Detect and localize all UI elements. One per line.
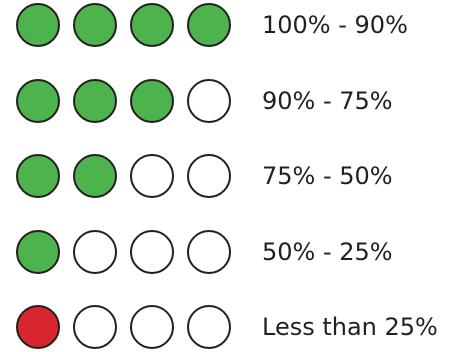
dot-rating: [16, 152, 238, 200]
empty-circle-icon: [187, 305, 231, 349]
empty-circle-icon: [187, 230, 231, 274]
legend-row: 100% - 90%: [0, 1, 468, 49]
legend-label: 90% - 75%: [262, 87, 393, 115]
filled-circle-icon: [130, 79, 174, 123]
legend-row: 90% - 75%: [0, 77, 468, 125]
filled-circle-icon: [187, 3, 231, 47]
empty-circle-icon: [130, 305, 174, 349]
dot-rating: [16, 1, 238, 49]
legend-label: 100% - 90%: [262, 11, 408, 39]
legend-label: Less than 25%: [262, 313, 438, 341]
filled-circle-icon: [16, 230, 60, 274]
filled-circle-icon: [130, 3, 174, 47]
filled-circle-icon: [16, 305, 60, 349]
empty-circle-icon: [187, 79, 231, 123]
filled-circle-icon: [73, 3, 117, 47]
dot-rating: [16, 77, 238, 125]
dot-rating: [16, 303, 238, 351]
dot-rating-graphic: [16, 79, 231, 123]
filled-circle-icon: [16, 154, 60, 198]
legend-label: 75% - 50%: [262, 162, 393, 190]
dot-rating-graphic: [16, 305, 231, 349]
dot-rating: [16, 228, 238, 276]
filled-circle-icon: [16, 3, 60, 47]
empty-circle-icon: [73, 305, 117, 349]
filled-circle-icon: [73, 154, 117, 198]
legend-row: 50% - 25%: [0, 228, 468, 276]
empty-circle-icon: [130, 154, 174, 198]
empty-circle-icon: [130, 230, 174, 274]
legend-row: 75% - 50%: [0, 152, 468, 200]
legend-row: Less than 25%: [0, 303, 468, 351]
empty-circle-icon: [187, 154, 231, 198]
legend-label: 50% - 25%: [262, 238, 393, 266]
filled-circle-icon: [16, 79, 60, 123]
empty-circle-icon: [73, 230, 117, 274]
dot-rating-graphic: [16, 3, 231, 47]
filled-circle-icon: [73, 79, 117, 123]
dot-rating-graphic: [16, 230, 231, 274]
dot-rating-graphic: [16, 154, 231, 198]
